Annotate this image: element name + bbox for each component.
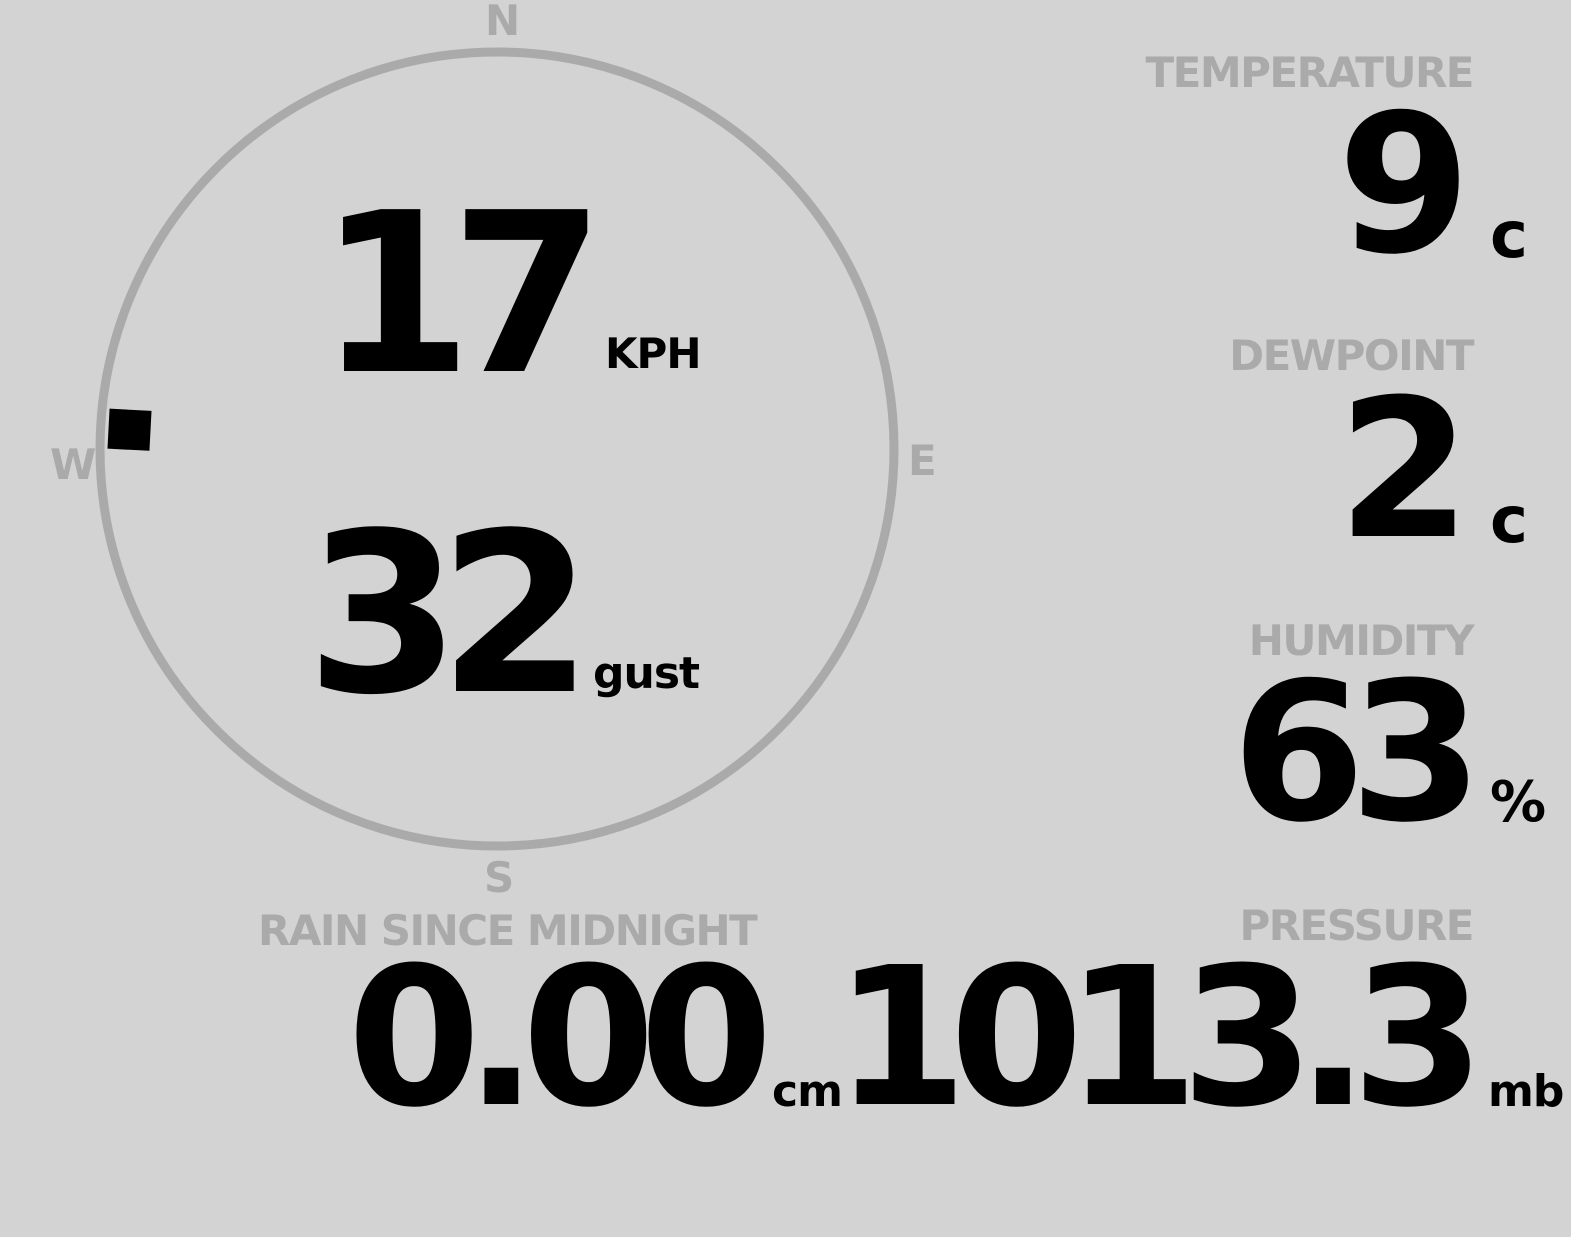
pressure-unit: mb	[1488, 1066, 1564, 1117]
pressure-label: PRESSURE	[1239, 901, 1474, 950]
temperature-label: TEMPERATURE	[1145, 48, 1475, 97]
wind-speed-value: 17	[318, 166, 605, 424]
humidity-unit: %	[1490, 770, 1547, 835]
wind-direction-marker	[107, 408, 152, 451]
rain-value: 0.00	[347, 927, 773, 1150]
pressure-value: 1013.3	[834, 927, 1485, 1150]
humidity-label: HUMIDITY	[1248, 616, 1475, 665]
compass-south: S	[484, 853, 515, 902]
compass-north: N	[485, 0, 521, 45]
wind-gust-unit: gust	[593, 648, 700, 699]
compass-ring	[95, 47, 899, 851]
dewpoint-unit: c	[1490, 484, 1528, 558]
rain-unit: cm	[772, 1066, 843, 1117]
temperature-value: 9	[1337, 74, 1471, 297]
wind-speed-unit: KPH	[605, 329, 701, 378]
rain-label: RAIN SINCE MIDNIGHT	[258, 906, 758, 955]
compass-west: W	[50, 440, 97, 489]
wind-gust-value: 32	[306, 486, 593, 744]
compass-east: E	[908, 436, 937, 485]
dewpoint-value: 2	[1337, 359, 1471, 582]
dewpoint-label: DEWPOINT	[1229, 331, 1474, 380]
temperature-unit: c	[1490, 199, 1528, 273]
humidity-value: 63	[1231, 642, 1483, 865]
